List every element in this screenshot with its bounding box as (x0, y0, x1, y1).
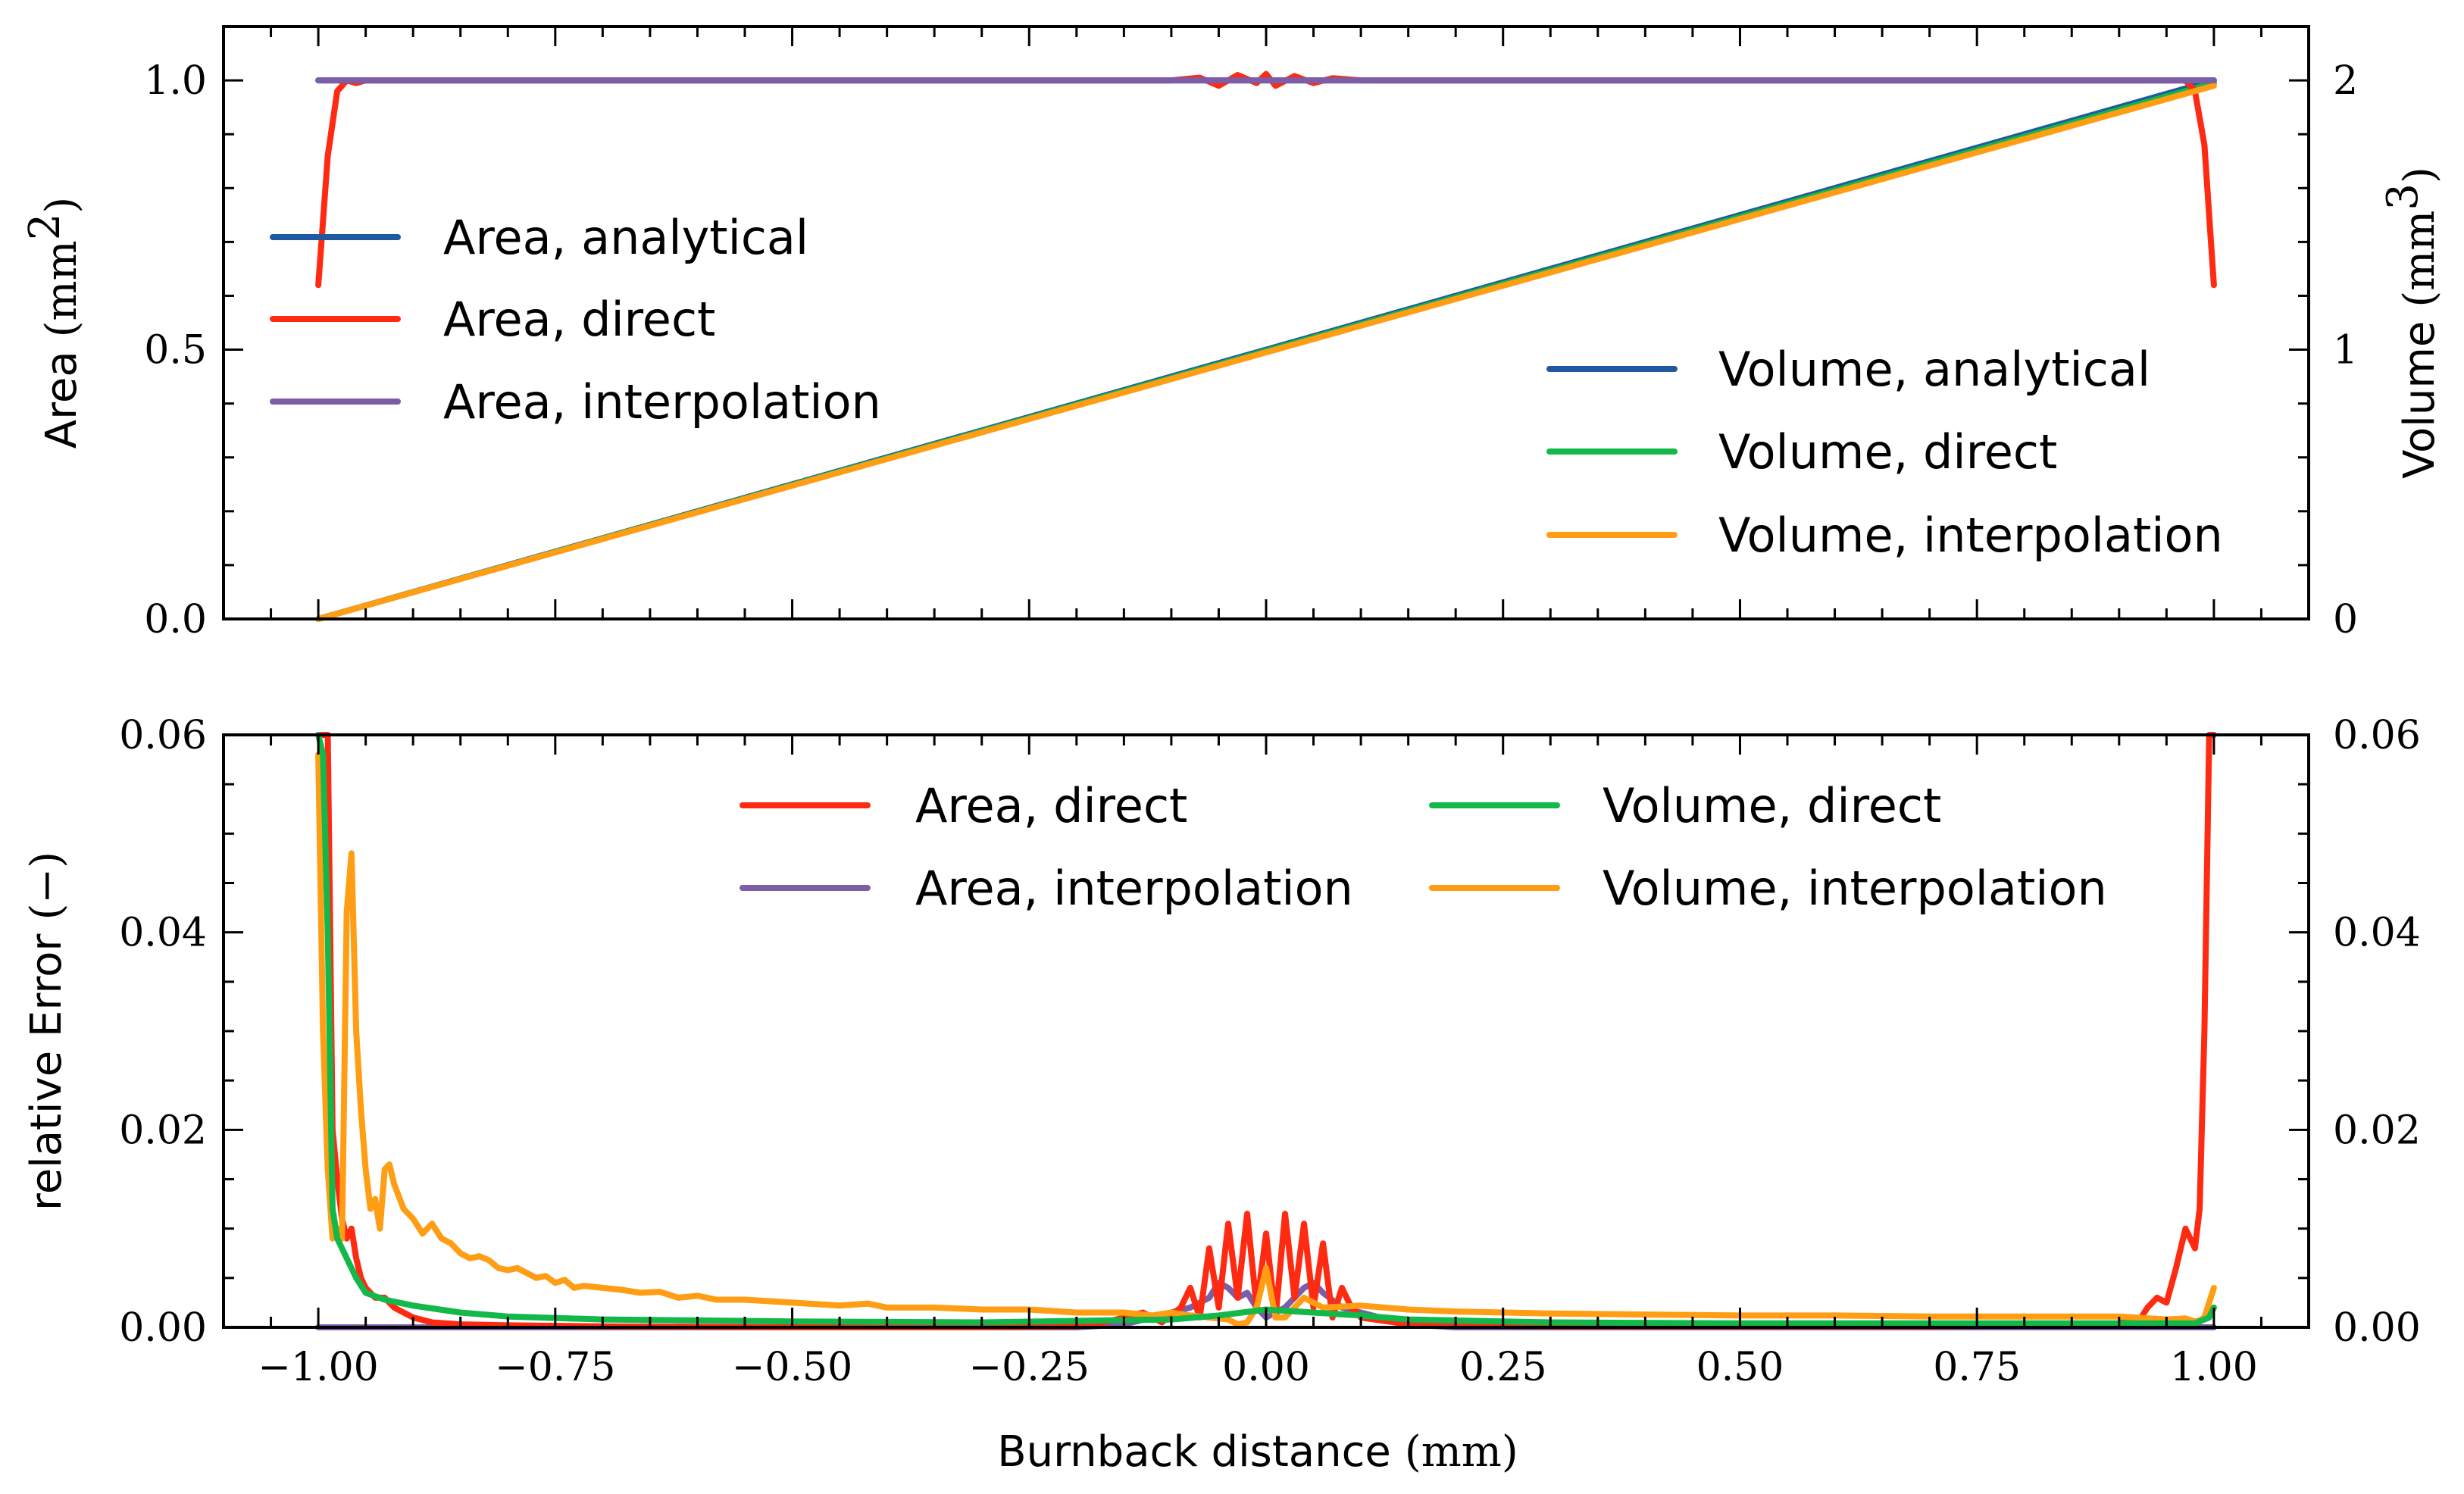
top-legend-area: Area, analytical Area, direct Area, inte… (270, 210, 881, 430)
legend-label-err-volume-direct: Volume, direct (1603, 778, 1941, 833)
svg-text:Area (mm2): Area (mm2) (20, 197, 86, 449)
bottom-y2tick-label: 0.02 (2333, 1108, 2421, 1153)
top-y2-axis-label-text: Volume (2395, 321, 2444, 479)
bottom-xtick-label: 0.00 (1222, 1345, 1310, 1390)
top-y-axis-label-close: ) (37, 197, 86, 214)
top-y2tick-label: 1 (2333, 328, 2358, 374)
top-y2-axis-label: Volume (mm3) (2378, 167, 2444, 479)
bottom-x-axis-label-text: Burnback distance (997, 1427, 1391, 1477)
top-y2tick-label: 2 (2333, 58, 2358, 104)
top-series-group (315, 70, 2217, 622)
legend-label-area-interpolation: Area, interpolation (443, 374, 881, 430)
top-y2-axis-label-unit: (mm (2395, 211, 2444, 308)
bottom-xtick-label: 1.00 (2170, 1345, 2258, 1390)
bottom-ticks-group: −1.00 −0.75 −0.50 −0.25 0.00 0.25 0.50 0.75 1.00… (119, 713, 2421, 1390)
legend-label-area-analytical: Area, analytical (443, 210, 808, 265)
bottom-legend: Area, direct Area, interpolation Volume,… (740, 778, 2107, 916)
bottom-y-axis-label-text: relative Error (22, 933, 71, 1211)
top-y-axis-label-text: Area (37, 351, 86, 449)
top-y-axis-label: Area (mm2) (20, 197, 86, 449)
top-legend-volume: Volume, analytical Volume, direct Volume… (1546, 342, 2223, 563)
top-y2tick-label: 0 (2333, 597, 2358, 642)
top-y2-axis-label-close: ) (2395, 167, 2444, 183)
top-series-volume-interpolation (315, 83, 2217, 622)
bottom-y-axis-label-unit: (−) (22, 852, 71, 920)
bottom-xtick-label: 0.25 (1459, 1345, 1547, 1390)
bottom-y-axis-label: relative Error (−) (22, 852, 71, 1211)
top-ytick-label: 0.5 (144, 328, 207, 374)
bottom-xtick-label: −0.25 (969, 1345, 1090, 1390)
legend-label-area-direct: Area, direct (443, 292, 715, 347)
bottom-x-axis-label-unit: (mm) (1405, 1427, 1518, 1477)
bottom-panel: −1.00 −0.75 −0.50 −0.25 0.00 0.25 0.50 0.75 1.00… (22, 713, 2421, 1477)
top-ticks-group: 0.0 0.5 1.0 0 1 2 (144, 25, 2358, 642)
legend-label-err-volume-interpolation: Volume, interpolation (1603, 861, 2107, 916)
bottom-xtick-label: 0.50 (1696, 1345, 1784, 1390)
bottom-x-axis-label: Burnback distance (mm) (997, 1427, 1518, 1477)
svg-text:relative Error (−): relative Error (−) (22, 852, 71, 1211)
legend-label-err-area-direct: Area, direct (915, 778, 1187, 833)
bottom-y2tick-label: 0.06 (2333, 713, 2421, 758)
legend-label-volume-analytical: Volume, analytical (1718, 342, 2150, 397)
bottom-ytick-label: 0.00 (119, 1305, 207, 1351)
top-y-axis-label-exp: 2 (20, 214, 70, 241)
legend-label-volume-interpolation: Volume, interpolation (1718, 508, 2223, 563)
legend-label-err-area-interpolation: Area, interpolation (915, 861, 1353, 916)
legend-label-volume-direct: Volume, direct (1718, 424, 2057, 480)
bottom-ytick-label: 0.04 (119, 911, 207, 956)
bottom-ytick-label: 0.02 (119, 1108, 207, 1153)
bottom-xtick-label: −0.50 (732, 1345, 852, 1390)
bottom-xtick-label: −0.75 (495, 1345, 615, 1390)
bottom-xtick-label: −1.00 (258, 1345, 378, 1390)
top-y-axis-label-unit: (mm (37, 240, 86, 337)
bottom-xtick-label: 0.75 (1933, 1345, 2021, 1390)
bottom-y2tick-label: 0.00 (2333, 1305, 2421, 1351)
top-ytick-label: 1.0 (144, 58, 207, 104)
bottom-ytick-label: 0.06 (119, 713, 207, 758)
svg-text:Volume (mm3): Volume (mm3) (2378, 167, 2444, 479)
bottom-y2tick-label: 0.04 (2333, 911, 2421, 956)
top-ytick-label: 0.0 (144, 597, 207, 642)
top-y2-axis-label-exp: 3 (2378, 183, 2428, 211)
bottom-series-volume-interpolation (315, 752, 2217, 1328)
